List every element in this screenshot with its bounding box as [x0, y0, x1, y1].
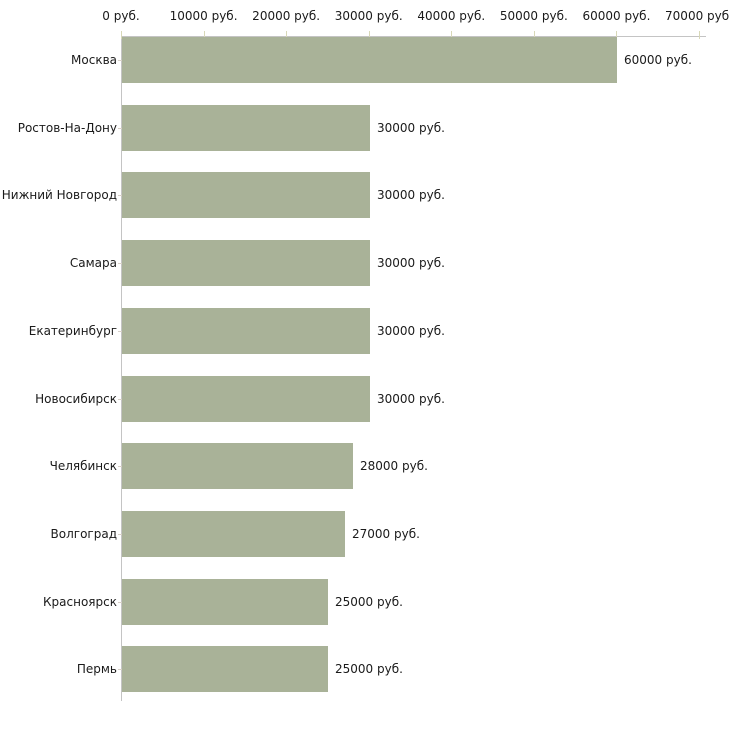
- category-label: Пермь: [76, 662, 117, 676]
- bar: [122, 579, 328, 625]
- category-label: Самара: [69, 256, 117, 270]
- category-label: Екатеринбург: [28, 324, 117, 338]
- x-tick-mark: [368, 31, 370, 39]
- y-axis-line: [121, 36, 122, 701]
- x-tick-label: 70000 руб.: [665, 9, 730, 23]
- category-label: Челябинск: [49, 459, 117, 473]
- value-label: 25000 руб.: [335, 595, 403, 609]
- bar: [122, 37, 617, 83]
- y-tick-mark: [118, 263, 122, 264]
- y-tick-mark: [118, 128, 122, 129]
- y-tick-mark: [118, 534, 122, 535]
- y-tick-mark: [118, 195, 122, 196]
- x-tick-label: 20000 руб.: [252, 9, 321, 23]
- x-tick-mark: [533, 31, 535, 39]
- x-tick-label: 10000 руб.: [169, 9, 238, 23]
- value-label: 60000 руб.: [624, 53, 692, 67]
- value-label: 28000 руб.: [360, 459, 428, 473]
- bar: [122, 646, 328, 692]
- x-tick-mark: [286, 31, 288, 39]
- x-tick-label: 40000 руб.: [417, 9, 486, 23]
- y-tick-mark: [118, 331, 122, 332]
- value-label: 30000 руб.: [377, 256, 445, 270]
- x-tick-mark: [121, 31, 122, 39]
- x-tick-mark: [451, 31, 453, 39]
- value-label: 30000 руб.: [377, 188, 445, 202]
- bar: [122, 443, 353, 489]
- bar: [122, 240, 370, 286]
- y-tick-mark: [118, 466, 122, 467]
- category-label: Ростов-На-Дону: [17, 121, 117, 135]
- x-tick-mark: [616, 31, 618, 39]
- category-label: Волгоград: [50, 527, 117, 541]
- bar: [122, 511, 345, 557]
- x-tick-label: 50000 руб.: [499, 9, 568, 23]
- x-tick-mark: [699, 31, 700, 39]
- value-label: 27000 руб.: [352, 527, 420, 541]
- x-tick-mark: [203, 31, 205, 39]
- y-tick-mark: [118, 669, 122, 670]
- y-tick-mark: [118, 602, 122, 603]
- value-label: 30000 руб.: [377, 324, 445, 338]
- x-tick-label: 30000 руб.: [334, 9, 403, 23]
- category-label: Новосибирск: [35, 392, 117, 406]
- bar: [122, 376, 370, 422]
- value-label: 30000 руб.: [377, 121, 445, 135]
- value-label: 25000 руб.: [335, 662, 403, 676]
- y-tick-mark: [118, 399, 122, 400]
- bar: [122, 308, 370, 354]
- x-tick-label: 60000 руб.: [582, 9, 651, 23]
- category-label: Нижний Новгород: [1, 188, 117, 202]
- y-tick-mark: [118, 60, 122, 61]
- x-axis-line: [121, 36, 706, 37]
- category-label: Красноярск: [43, 595, 117, 609]
- category-label: Москва: [71, 53, 117, 67]
- bar: [122, 172, 370, 218]
- value-label: 30000 руб.: [377, 392, 445, 406]
- bar: [122, 105, 370, 151]
- x-tick-label: 0 руб.: [102, 9, 140, 23]
